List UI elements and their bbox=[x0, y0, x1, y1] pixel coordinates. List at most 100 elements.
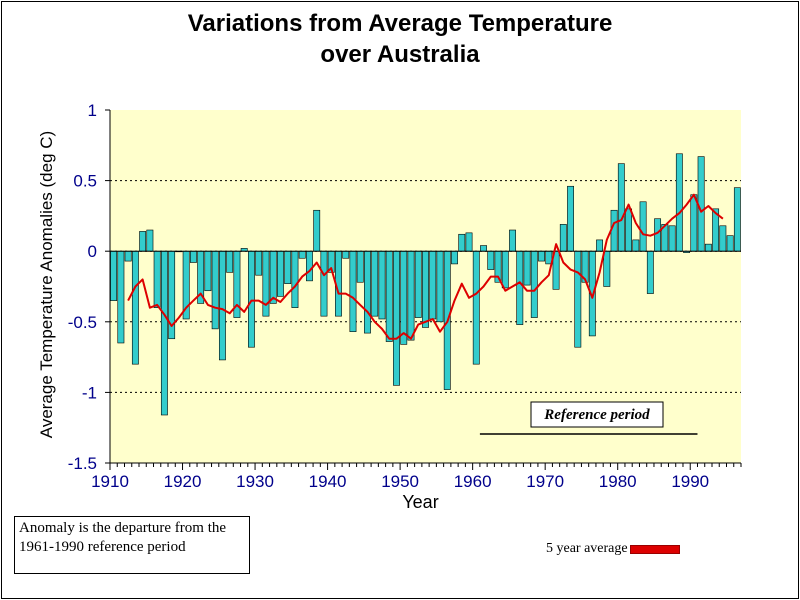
bar-1953 bbox=[422, 250, 429, 328]
bar-1923 bbox=[204, 250, 212, 292]
bar-1915 bbox=[146, 229, 154, 252]
y-tick-label-4: -1 bbox=[82, 383, 97, 402]
x-tick-label-5: 1960 bbox=[454, 472, 492, 491]
bar-1957 bbox=[451, 250, 458, 265]
bar-1938 bbox=[313, 209, 321, 252]
bar-1934 bbox=[284, 250, 292, 284]
bar-1910 bbox=[110, 250, 118, 301]
x-tick-label-4: 1950 bbox=[381, 472, 419, 491]
legend-label: 5 year average bbox=[546, 541, 628, 556]
bar-1987 bbox=[668, 225, 676, 252]
bar-1955 bbox=[436, 250, 444, 323]
anomaly-note-line-1: Anomaly is the departure from the bbox=[19, 520, 227, 536]
bar-1979 bbox=[610, 209, 618, 252]
bar-1944 bbox=[356, 250, 364, 283]
bar-1980 bbox=[617, 163, 625, 252]
bar-1983 bbox=[639, 201, 647, 252]
bar-1925 bbox=[218, 250, 226, 361]
bar-1978 bbox=[603, 250, 611, 287]
bar-1933 bbox=[277, 250, 284, 297]
bar-1943 bbox=[349, 250, 357, 332]
y-tick-label-0: 1 bbox=[88, 101, 97, 120]
anomaly-note: Anomaly is the departure from the 1961-1… bbox=[14, 516, 250, 574]
bar-1950 bbox=[400, 250, 408, 345]
bar-1969 bbox=[538, 250, 545, 262]
bar-1965 bbox=[509, 229, 516, 252]
bar-1914 bbox=[139, 231, 147, 252]
y-tick-label-2: 0 bbox=[88, 242, 97, 261]
bar-1937 bbox=[306, 250, 313, 282]
bar-1954 bbox=[429, 250, 437, 320]
bar-1962 bbox=[487, 250, 495, 270]
legend-swatch bbox=[629, 544, 680, 554]
x-tick-label-6: 1970 bbox=[526, 472, 564, 491]
bar-1992 bbox=[704, 243, 712, 252]
bar-1949 bbox=[393, 250, 400, 386]
bar-1990 bbox=[690, 194, 698, 252]
bar-1985 bbox=[654, 218, 662, 252]
bar-1917 bbox=[160, 250, 168, 416]
bar-1994 bbox=[719, 225, 727, 252]
chart-title: Variations from Average Temperature over… bbox=[0, 8, 800, 70]
bar-1913 bbox=[131, 250, 139, 365]
bar-1974 bbox=[574, 250, 582, 348]
bar-1942 bbox=[342, 250, 350, 259]
bar-1966 bbox=[516, 250, 524, 325]
reference-period-label: Reference period bbox=[543, 407, 650, 423]
bar-1972 bbox=[559, 224, 567, 252]
bar-1964 bbox=[501, 250, 509, 289]
bar-1947 bbox=[378, 250, 386, 320]
bar-1977 bbox=[596, 239, 603, 252]
bar-1926 bbox=[226, 250, 234, 273]
x-tick-label-3: 1940 bbox=[309, 472, 347, 491]
bar-1959 bbox=[465, 232, 473, 252]
anomaly-note-line-2: 1961-1990 reference period bbox=[19, 539, 186, 555]
bar-1935 bbox=[291, 250, 299, 308]
bar-1916 bbox=[153, 250, 161, 308]
five-year-average-line bbox=[127, 193, 724, 340]
bar-1936 bbox=[298, 250, 306, 259]
bar-1973 bbox=[567, 185, 574, 252]
bar-1939 bbox=[320, 250, 328, 317]
bar-1960 bbox=[472, 250, 480, 365]
bar-1946 bbox=[371, 250, 379, 317]
bar-1996 bbox=[733, 187, 741, 252]
bar-1952 bbox=[414, 250, 422, 318]
bar-1991 bbox=[697, 156, 705, 252]
bar-1912 bbox=[124, 250, 132, 262]
x-tick-label-8: 1990 bbox=[671, 472, 709, 491]
x-axis-title: Year bbox=[402, 492, 438, 512]
bar-1984 bbox=[646, 250, 654, 294]
x-tick-label-2: 1930 bbox=[236, 472, 274, 491]
bar-1981 bbox=[625, 208, 633, 252]
y-tick-label-1: 0.5 bbox=[73, 172, 97, 191]
x-tick-label-0: 1910 bbox=[91, 472, 129, 491]
bar-1932 bbox=[269, 250, 277, 304]
bar-1967 bbox=[523, 250, 531, 286]
bar-1961 bbox=[480, 245, 487, 252]
chart-title-line-2: over Australia bbox=[320, 41, 480, 68]
bar-1930 bbox=[255, 250, 263, 276]
bar-1958 bbox=[458, 233, 466, 252]
bar-1929 bbox=[248, 250, 255, 348]
bar-1948 bbox=[385, 250, 393, 342]
y-axis-title: Average Temperature Anomalies (deg C) bbox=[37, 131, 56, 438]
y-tick-label-5: -1.5 bbox=[68, 454, 97, 473]
chart-title-line-1: Variations from Average Temperature bbox=[187, 10, 613, 37]
bar-1945 bbox=[364, 250, 371, 334]
bar-1988 bbox=[675, 153, 683, 252]
legend: 5 year average bbox=[546, 541, 680, 557]
reference-period-box bbox=[530, 401, 664, 428]
bar-1921 bbox=[189, 250, 197, 263]
bar-1931 bbox=[262, 250, 270, 317]
bar-1968 bbox=[530, 250, 538, 318]
bar-1951 bbox=[407, 250, 415, 341]
x-tick-label-7: 1980 bbox=[599, 472, 637, 491]
bar-1924 bbox=[211, 250, 219, 330]
x-tick-label-1: 1920 bbox=[164, 472, 202, 491]
y-tick-label-3: -0.5 bbox=[68, 313, 97, 332]
bar-1995 bbox=[726, 235, 734, 252]
bar-1982 bbox=[632, 239, 640, 252]
bar-1911 bbox=[117, 250, 125, 344]
